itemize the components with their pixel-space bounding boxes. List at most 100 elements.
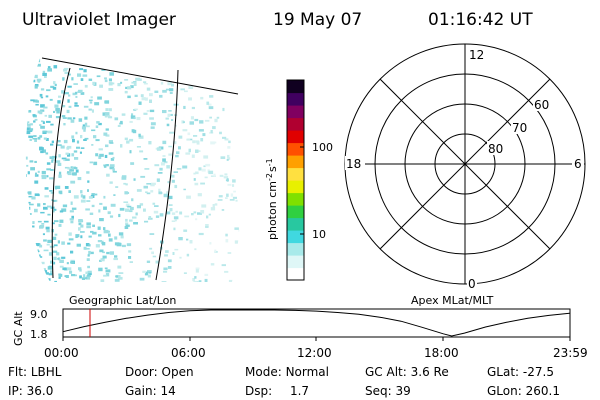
uv-speckle [33, 273, 38, 276]
uv-speckle [35, 243, 40, 246]
uv-speckle [50, 169, 54, 171]
uv-speckle [25, 249, 30, 253]
uv-speckle [47, 239, 53, 243]
uv-speckle [47, 68, 52, 72]
uv-speckle [40, 96, 44, 99]
uv-speckle [191, 154, 195, 158]
uv-speckle [40, 88, 45, 91]
uv-speckle [50, 260, 54, 264]
uv-speckle [39, 93, 43, 97]
uv-speckle [103, 227, 106, 230]
uv-speckle [85, 125, 90, 128]
uv-speckle [167, 81, 172, 86]
uv-speckle [174, 248, 179, 251]
uv-speckle [93, 161, 98, 166]
colorbar-band [287, 92, 304, 106]
uv-speckle [63, 139, 68, 144]
uv-speckle [28, 135, 34, 138]
colorbar-gradient [287, 80, 304, 281]
uv-speckle [108, 88, 114, 91]
uv-speckle [232, 179, 236, 183]
lat-line [41, 57, 239, 95]
uv-speckle [96, 64, 101, 67]
uv-speckle [76, 146, 80, 149]
uv-speckle [79, 151, 82, 154]
uv-speckle [135, 65, 138, 67]
uv-speckle [38, 273, 43, 278]
mlat-label-60: 60 [534, 98, 549, 112]
uv-speckle [144, 220, 149, 223]
uv-speckle [114, 236, 118, 240]
uv-speckle [39, 124, 42, 126]
uv-speckle [150, 60, 156, 63]
uv-speckle [235, 199, 238, 202]
uv-speckle [25, 87, 29, 92]
colorbar-band [287, 105, 304, 119]
uv-speckle [58, 171, 62, 175]
uv-speckle [55, 116, 61, 119]
uv-speckle [99, 202, 103, 205]
uv-speckle [209, 70, 214, 74]
uv-speckle [105, 164, 109, 167]
uv-speckle [66, 262, 69, 265]
uv-speckle [34, 180, 39, 184]
uv-speckle [45, 138, 49, 141]
uv-speckle [44, 114, 47, 117]
uv-speckle [98, 155, 102, 159]
uv-speckle [56, 110, 60, 114]
status-item-dsp: Dsp: 1.7 [245, 384, 309, 398]
uv-speckle [27, 62, 32, 67]
timeline-ylabel: GC Alt [12, 311, 25, 346]
uv-speckle [76, 62, 82, 64]
uv-speckle [71, 207, 77, 210]
uv-speckle [105, 269, 111, 273]
uv-speckle [40, 224, 45, 228]
uv-speckle [73, 83, 78, 85]
uv-speckle [149, 247, 153, 250]
timeline-xtick: 18:00 [424, 346, 459, 360]
uv-speckle [143, 158, 148, 160]
uv-speckle [44, 76, 47, 78]
uv-speckle [67, 242, 71, 245]
uv-speckle [144, 70, 148, 73]
uv-speckle [36, 78, 42, 82]
uv-speckle [25, 60, 28, 64]
uv-speckle [67, 173, 72, 176]
status-item-ip: IP: 36.0 [8, 384, 53, 398]
uv-speckle [100, 279, 105, 282]
colorbar-band [287, 267, 304, 281]
status-item-gc-alt: GC Alt: 3.6 Re [365, 365, 449, 379]
uv-speckle [44, 277, 48, 279]
uv-speckle [115, 275, 121, 279]
uv-speckle [202, 133, 206, 137]
uv-speckle [97, 96, 102, 100]
uv-speckle [136, 146, 141, 148]
uv-speckle [154, 59, 158, 62]
uv-speckle [47, 213, 51, 216]
uv-speckle [88, 108, 92, 111]
uv-speckle [130, 206, 134, 211]
uv-speckle [80, 235, 83, 239]
uv-speckle [124, 137, 128, 141]
uv-speckle [46, 89, 51, 92]
uv-speckle [126, 243, 132, 247]
uv-speckle [171, 179, 175, 183]
uv-speckle [204, 75, 207, 78]
uv-speckle [219, 174, 224, 177]
uv-speckle [57, 100, 61, 104]
mlt-label-6: 6 [574, 157, 582, 171]
uv-speckle [136, 189, 142, 192]
uv-speckle [216, 80, 221, 83]
uv-speckle [189, 240, 193, 244]
uv-speckle [104, 65, 108, 69]
uv-speckle [191, 213, 194, 216]
uv-speckle [146, 110, 150, 112]
uv-speckle [168, 110, 172, 112]
altitude-curve [62, 309, 570, 337]
uv-speckle [209, 242, 212, 245]
uv-speckle [71, 215, 74, 219]
uv-speckle [210, 175, 216, 177]
uv-speckle [87, 272, 92, 276]
uv-speckle [61, 208, 67, 212]
uv-speckle [46, 175, 49, 178]
